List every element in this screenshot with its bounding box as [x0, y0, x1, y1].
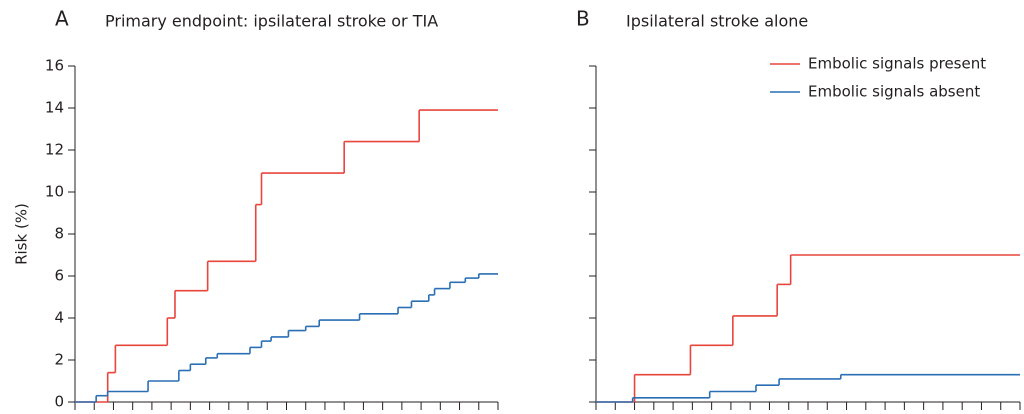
legend-label: Embolic signals present	[808, 55, 986, 73]
y-tick-label: 4	[54, 309, 64, 327]
y-tick-label: 0	[54, 393, 64, 411]
y-tick-label: 6	[54, 267, 64, 285]
panel-title: Primary endpoint: ipsilateral stroke or …	[105, 12, 438, 31]
panel-title: Ipsilateral stroke alone	[626, 12, 808, 31]
y-tick-label: 14	[45, 99, 64, 117]
y-tick-label: 12	[45, 141, 64, 159]
panel-label: B	[576, 7, 590, 31]
legend-label: Embolic signals absent	[808, 83, 980, 101]
y-tick-label: 10	[45, 183, 64, 201]
y-axis-label: Risk (%)	[13, 203, 31, 265]
y-tick-label: 16	[45, 57, 64, 75]
y-tick-label: 2	[54, 351, 64, 369]
y-tick-label: 8	[54, 225, 64, 243]
panel-label: A	[55, 7, 69, 31]
